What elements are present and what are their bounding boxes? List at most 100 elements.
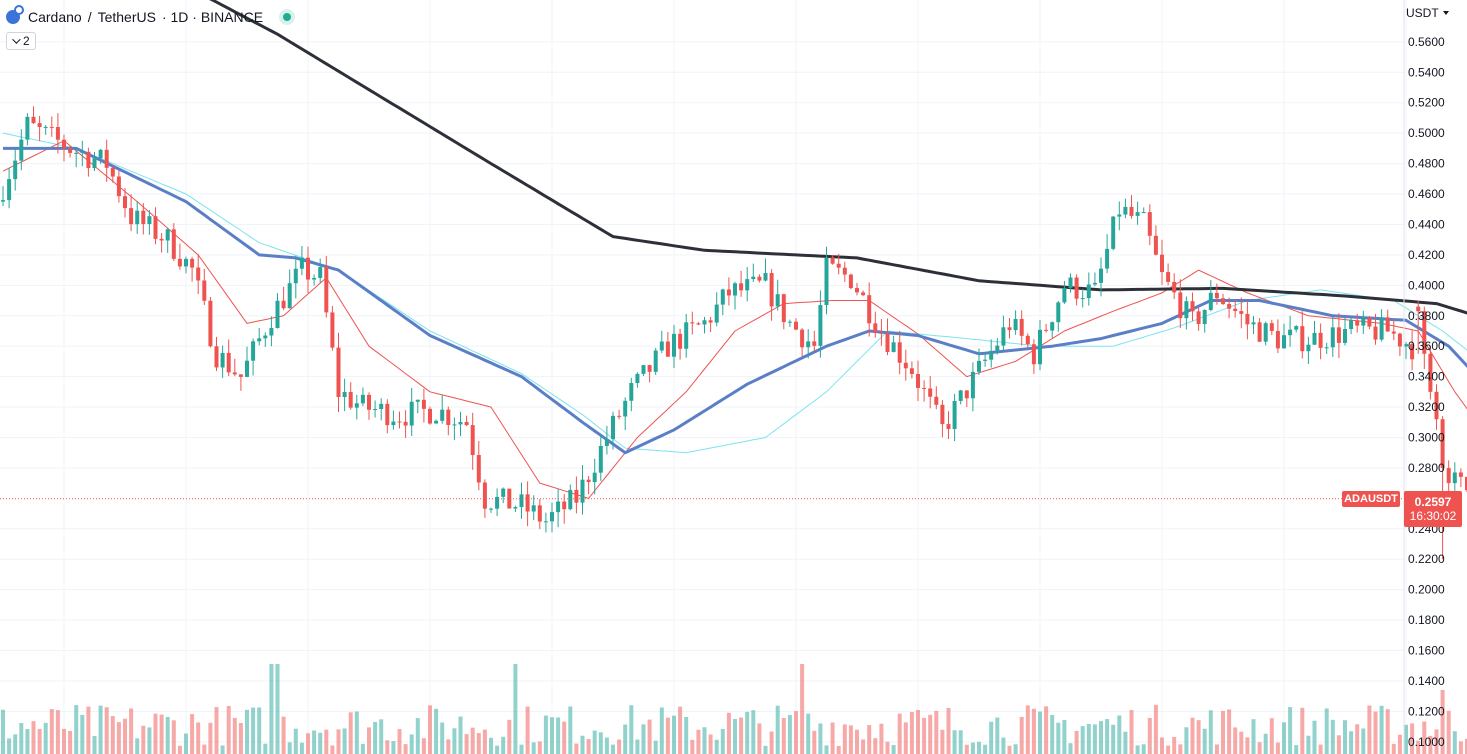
- candle-body: [983, 359, 988, 361]
- candle-body: [842, 267, 847, 275]
- volume-bar: [903, 722, 908, 754]
- candle-body: [208, 300, 213, 347]
- last-price-value: 0.2597: [1414, 494, 1452, 509]
- candle-body: [1312, 332, 1317, 345]
- volume-bar: [1166, 745, 1171, 754]
- candle-body: [1135, 212, 1140, 216]
- volume-bar: [1404, 724, 1408, 754]
- currency-select[interactable]: USDT: [1406, 4, 1449, 22]
- candle-body: [739, 283, 744, 291]
- volume-bar: [842, 724, 847, 754]
- candle-body: [775, 294, 780, 307]
- volume-bar: [1141, 744, 1146, 754]
- candle-body: [769, 273, 774, 307]
- volume-bar: [1446, 710, 1451, 754]
- candle-body: [257, 338, 262, 342]
- candle-body: [1373, 326, 1378, 340]
- volume-bar: [507, 719, 512, 754]
- candle-body: [751, 276, 756, 280]
- candle-body: [62, 139, 66, 149]
- price-tick-label: 0.3600: [1408, 339, 1445, 353]
- volume-bar: [678, 706, 683, 754]
- candle-body: [617, 415, 622, 417]
- candle-body: [464, 421, 469, 426]
- volume-bar: [257, 707, 262, 754]
- volume-bar: [25, 729, 30, 754]
- price-tick-label: 0.5000: [1408, 126, 1445, 140]
- candle-body: [360, 394, 365, 404]
- volume-bar: [1458, 741, 1463, 754]
- candle-body: [537, 505, 542, 522]
- price-axis[interactable]: 0.5600 0.5400 0.5200 0.5000 0.4800 0.4600 0.44…: [1408, 35, 1445, 749]
- candle-body: [989, 350, 994, 360]
- candle-body: [855, 288, 859, 293]
- candle-body: [1025, 335, 1030, 345]
- volume-bar: [1257, 742, 1262, 754]
- indicator-count: 2: [23, 34, 30, 48]
- candle-body: [1385, 317, 1390, 332]
- symbol-separator: /: [87, 9, 92, 25]
- candle-body: [98, 149, 103, 159]
- candle-body: [196, 267, 201, 281]
- grid: [0, 0, 1407, 754]
- candle-body: [1117, 214, 1122, 217]
- candle-body: [1251, 322, 1256, 325]
- volume-bar: [37, 728, 42, 754]
- candle-body: [1391, 331, 1396, 334]
- indicators-toggle-button[interactable]: 2: [6, 32, 36, 50]
- candle-body: [135, 210, 140, 225]
- candle-body: [1221, 298, 1225, 305]
- volume-bar: [1031, 708, 1036, 754]
- candle-body: [275, 300, 280, 329]
- volume-bar: [934, 710, 939, 754]
- candle-body: [885, 333, 890, 352]
- volume-bar: [763, 745, 768, 754]
- candle-body: [848, 274, 853, 289]
- volume-bar: [495, 745, 500, 754]
- volume-bar: [403, 744, 408, 754]
- candle-body: [1160, 254, 1164, 273]
- candle-body: [873, 323, 878, 333]
- candle-body: [720, 289, 725, 305]
- volume-bar: [586, 739, 591, 754]
- candle-body: [55, 126, 60, 140]
- candle-body: [92, 158, 97, 169]
- candle-body: [489, 508, 493, 510]
- volume-bar: [74, 705, 79, 754]
- price-tick-label: 0.2800: [1408, 461, 1445, 475]
- market-status-icon[interactable]: [279, 9, 296, 25]
- candle-body: [1129, 206, 1134, 216]
- candle-body: [1239, 311, 1244, 314]
- candle-body: [745, 279, 750, 291]
- volume-bar: [330, 745, 335, 754]
- candle-body: [1288, 329, 1293, 336]
- volume-bar: [1190, 717, 1195, 754]
- volume-bar: [1001, 737, 1006, 754]
- volume-bar: [43, 722, 48, 754]
- candle-body: [641, 365, 646, 374]
- candle-body: [1068, 277, 1073, 288]
- volume-bar: [306, 733, 310, 754]
- volume-bar: [1422, 721, 1427, 754]
- candle-body: [281, 300, 286, 309]
- symbol-name[interactable]: Cardano: [28, 9, 82, 25]
- volume-bar: [970, 742, 975, 754]
- volume-bar: [440, 722, 445, 754]
- volume-bar: [293, 728, 298, 754]
- volume-bar: [1269, 718, 1274, 754]
- volume-bar: [86, 706, 91, 754]
- candle-body: [452, 424, 457, 426]
- candle-body: [306, 257, 310, 280]
- volume-bar: [562, 721, 567, 754]
- volume-bar: [830, 722, 835, 754]
- volume-bar: [1275, 742, 1280, 754]
- volume-bar: [1111, 724, 1116, 754]
- volume-bar: [1227, 709, 1232, 754]
- volume-bar: [1013, 744, 1018, 754]
- candle-body: [354, 403, 359, 408]
- quote-name[interactable]: TetherUS: [97, 9, 156, 25]
- volume-bar: [1300, 707, 1305, 754]
- volume-bar: [1068, 743, 1073, 754]
- candle-body: [428, 408, 432, 424]
